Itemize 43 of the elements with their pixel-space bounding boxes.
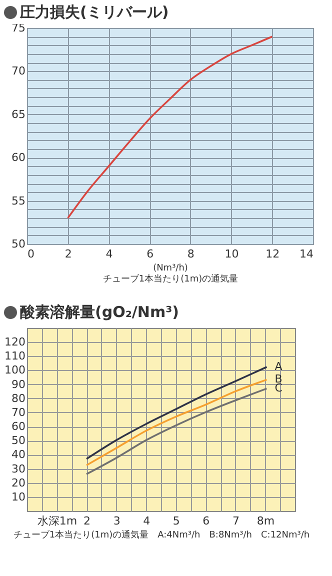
y-tick-label: 120 bbox=[4, 336, 26, 349]
series-label: C bbox=[274, 382, 283, 395]
series-label: A bbox=[274, 360, 283, 373]
y-tick-label: 30 bbox=[12, 462, 26, 476]
y-tick-label: 90 bbox=[12, 378, 26, 391]
x-tick-label: 2 bbox=[84, 514, 91, 528]
x-tick-label: 0 bbox=[28, 248, 34, 260]
x-axis-title: (Nm³/h) チューブ1本当たり(1m)の通気量 bbox=[102, 264, 238, 284]
y-tick-label: 50 bbox=[12, 238, 26, 250]
x-tick-label: 8m bbox=[256, 514, 275, 528]
y-tick-label: 60 bbox=[12, 151, 26, 164]
x-tick-label: 4 bbox=[143, 514, 150, 528]
y-tick-label: 50 bbox=[12, 434, 26, 448]
y-tick-label: 70 bbox=[12, 64, 26, 78]
x-tick-label: 14 bbox=[300, 248, 314, 260]
y-tick-label: 80 bbox=[12, 392, 26, 405]
line-series bbox=[66, 36, 274, 219]
y-tick-label: 110 bbox=[4, 350, 26, 363]
x-tick-label: 10 bbox=[224, 248, 239, 260]
x-tick-label: 7 bbox=[232, 514, 240, 528]
x-axis-title: チューブ1本当たり(1m)の通気量 A:4Nm³/h B:8Nm³/h C:12Nm³/h bbox=[13, 530, 310, 540]
x-tick-label: 5 bbox=[172, 514, 180, 528]
line-series bbox=[86, 366, 268, 460]
x-tick-label: 12 bbox=[266, 248, 280, 260]
x-tick-label: 6 bbox=[202, 514, 210, 528]
y-tick-label: 60 bbox=[12, 420, 26, 434]
y-tick-label: 55 bbox=[12, 194, 26, 208]
x-tick-label: 水深1m bbox=[37, 514, 78, 528]
x-tick-label: 8 bbox=[187, 248, 194, 260]
x-tick-label: 3 bbox=[113, 514, 120, 528]
chart-title: 酸素溶解量(gO₂/Nm³) bbox=[20, 302, 180, 322]
x-tick-label: 2 bbox=[64, 248, 72, 260]
y-tick-label: 70 bbox=[12, 406, 26, 419]
y-tick-label: 20 bbox=[12, 476, 26, 490]
line-series bbox=[86, 378, 268, 466]
y-tick-label: 10 bbox=[12, 490, 26, 504]
x-tick-label: 6 bbox=[146, 248, 154, 260]
y-tick-label: 40 bbox=[12, 448, 26, 462]
y-tick-label: 65 bbox=[12, 108, 26, 121]
line-series bbox=[86, 388, 268, 476]
y-tick-label: 100 bbox=[4, 364, 26, 377]
x-tick-label: 4 bbox=[106, 248, 113, 260]
chart-title: 圧力損失(ミリバール) bbox=[20, 2, 169, 22]
